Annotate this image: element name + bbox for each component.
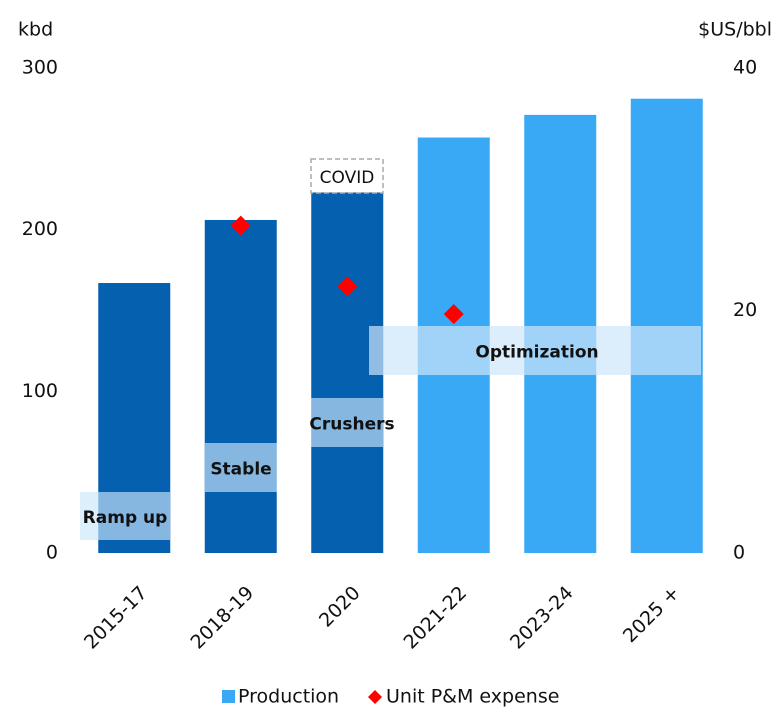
x-tick-label: 2018-19 xyxy=(186,582,258,654)
bar xyxy=(204,219,277,553)
annotation: Optimization xyxy=(475,343,598,363)
y-axis-label: kbd xyxy=(18,19,53,41)
y2-tick-label: 0 xyxy=(733,542,745,564)
y-tick-label: 200 xyxy=(22,218,58,240)
annotation: Stable xyxy=(210,460,271,480)
annotation: Crushers xyxy=(309,415,394,435)
y2-axis-label: $US/bbl xyxy=(698,19,772,41)
annotation: COVID xyxy=(320,168,375,188)
legend-label: Unit P&M expense xyxy=(386,686,559,708)
marker xyxy=(230,215,251,236)
bar xyxy=(630,98,703,553)
x-tick-label: 2023-24 xyxy=(506,582,578,654)
annotation: Ramp up xyxy=(83,508,168,528)
phase-band xyxy=(311,398,383,447)
legend-swatch xyxy=(222,690,235,703)
legend-swatch xyxy=(368,690,382,704)
legend-label: Production xyxy=(238,686,339,708)
y2-tick-label: 20 xyxy=(733,299,757,321)
marker xyxy=(337,276,358,297)
y-tick-label: 300 xyxy=(22,57,58,79)
x-tick-label: 2015-17 xyxy=(80,582,152,654)
x-tick-label: 2020 xyxy=(315,582,365,632)
y-tick-label: 0 xyxy=(46,542,58,564)
x-tick-label: 2025 + xyxy=(619,582,684,647)
phase-band xyxy=(205,443,277,492)
phase-band xyxy=(80,492,170,540)
y-tick-label: 100 xyxy=(22,380,58,402)
covid-box xyxy=(310,158,384,194)
phase-band xyxy=(369,326,701,375)
x-tick-label: 2021-22 xyxy=(399,582,471,654)
y2-tick-label: 40 xyxy=(733,57,757,79)
marker xyxy=(443,304,464,325)
